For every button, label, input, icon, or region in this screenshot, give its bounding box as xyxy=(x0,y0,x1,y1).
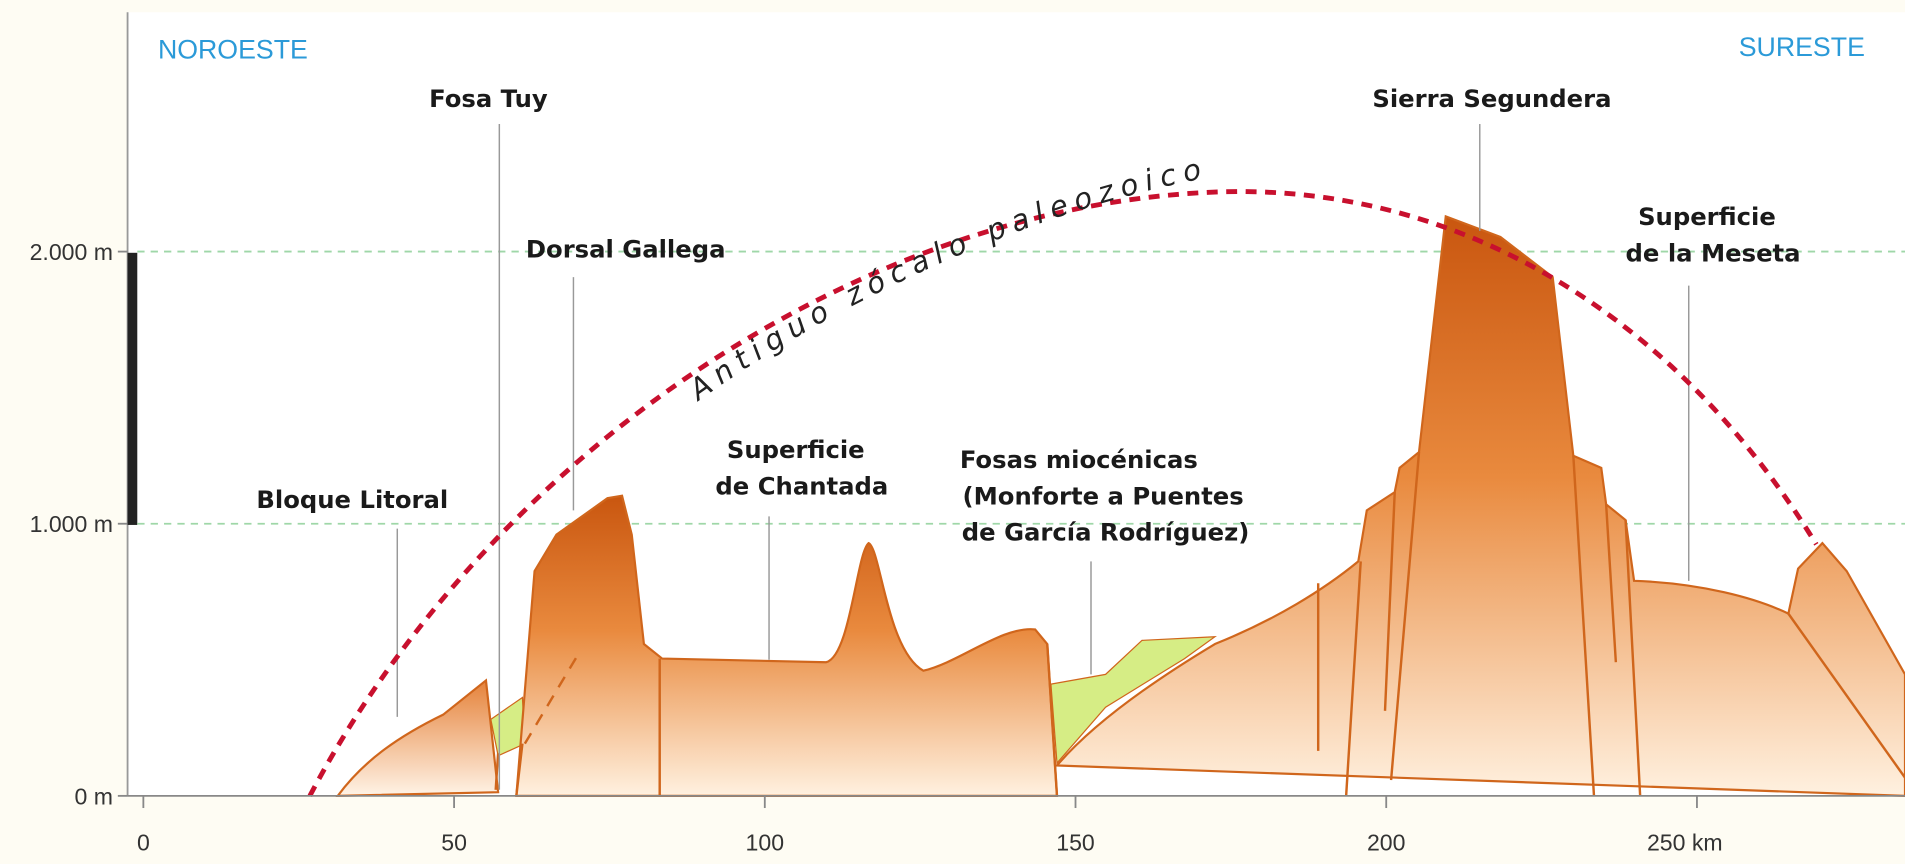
x-tick-label: 150 xyxy=(1056,830,1095,856)
label-line: de García Rodríguez) xyxy=(962,518,1250,547)
direction-right: SURESTE xyxy=(1739,32,1865,62)
label: Fosa Tuy xyxy=(429,84,548,113)
label-line: Sierra Segundera xyxy=(1372,84,1611,113)
direction-left: NOROESTE xyxy=(158,34,308,64)
x-tick-label: 250 km xyxy=(1647,830,1723,856)
cross-section: Antiguo zócalo paleozoico NOROESTE SURES… xyxy=(0,0,1905,864)
label-line: Bloque Litoral xyxy=(256,485,448,514)
label: Dorsal Gallega xyxy=(526,235,726,264)
y-tick-label: 1.000 m xyxy=(30,511,113,537)
label-line: de Chantada xyxy=(715,472,888,501)
x-tick-label: 0 xyxy=(137,830,150,856)
label-line: Superficie xyxy=(727,435,865,464)
label: Bloque Litoral xyxy=(256,485,448,514)
y-tick-label: 0 m xyxy=(75,783,113,809)
scale-bar xyxy=(128,253,138,525)
label: Sierra Segundera xyxy=(1372,84,1611,113)
label-line: Fosas miocénicas xyxy=(960,445,1198,474)
label-line: Fosa Tuy xyxy=(429,84,548,113)
x-tick-label: 100 xyxy=(746,830,785,856)
label-line: Superficie xyxy=(1638,202,1776,231)
label-line: (Monforte a Puentes xyxy=(963,481,1244,510)
x-tick-label: 50 xyxy=(441,830,467,856)
x-tick-label: 200 xyxy=(1367,830,1406,856)
y-tick-label: 2.000 m xyxy=(30,239,113,265)
label-line: de la Meseta xyxy=(1626,238,1801,267)
label-line: Dorsal Gallega xyxy=(526,235,726,264)
